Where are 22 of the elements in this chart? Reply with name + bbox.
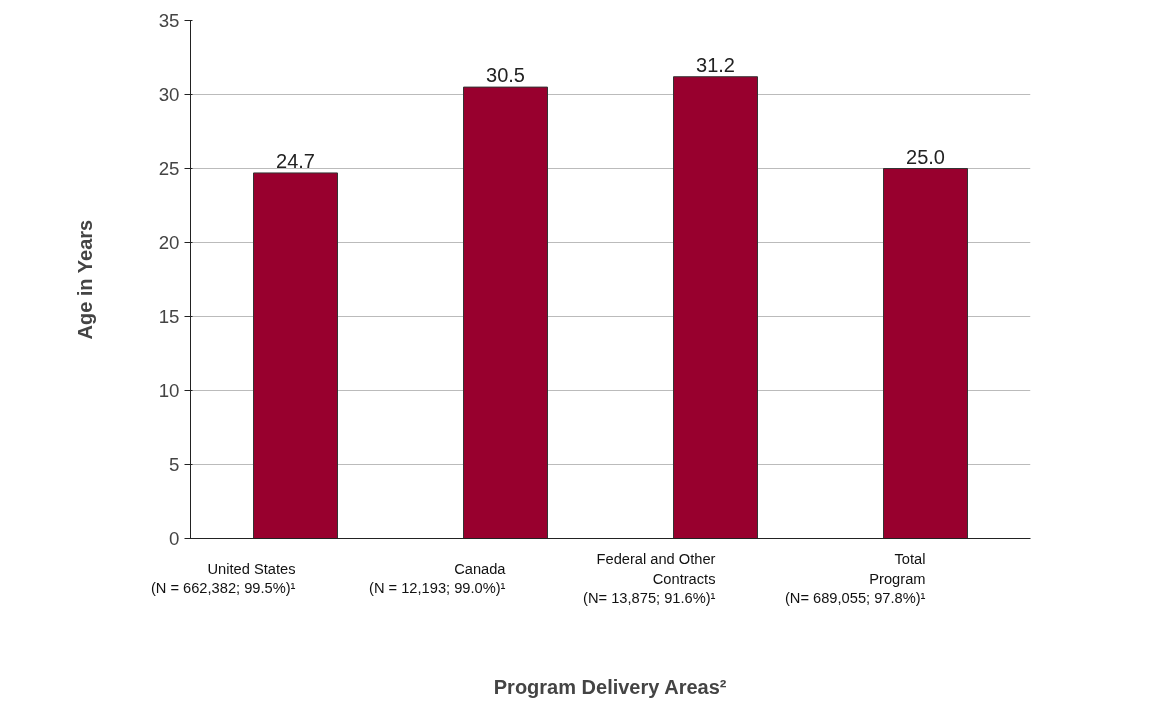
y-tick-label: 35: [158, 10, 180, 31]
x-axis-title: Program Delivery Areas²: [493, 675, 727, 698]
x-tick-label: Total Program (N= 689,055; 97.8%)¹: [784, 551, 926, 606]
data-label: 25.0: [906, 145, 945, 168]
bar: [883, 168, 968, 539]
y-axis-title: Age in Years: [73, 219, 96, 340]
y-tick-label: 5: [169, 454, 180, 475]
x-tick-label: United States (N = 662,382; 99.5%)¹: [150, 560, 296, 597]
data-label: 31.2: [696, 53, 735, 76]
y-tick-label: 15: [158, 306, 180, 327]
bar: [673, 76, 758, 539]
y-tick-label: 25: [158, 158, 180, 179]
x-tick-label: Federal and Other Contracts (N= 13,875; 91.6%)¹: [583, 551, 716, 606]
y-tick-label: 30: [158, 84, 180, 105]
bar: [253, 172, 338, 539]
data-label: 24.7: [276, 149, 315, 172]
x-tick-label: Canada (N = 12,193; 99.0%)¹: [369, 560, 507, 597]
y-tick-label: 0: [169, 528, 180, 549]
bar: [463, 86, 548, 539]
data-label: 30.5: [486, 64, 525, 87]
y-tick-label: 20: [158, 232, 180, 253]
y-tick-label: 10: [158, 380, 180, 401]
